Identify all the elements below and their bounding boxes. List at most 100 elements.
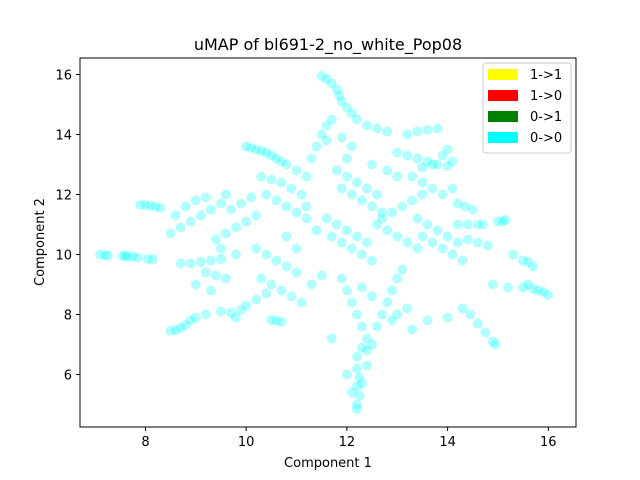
scatter-point bbox=[452, 219, 463, 230]
scatter-point bbox=[286, 183, 297, 194]
y-tick-label: 12 bbox=[55, 189, 72, 204]
scatter-point bbox=[357, 342, 367, 353]
scatter-point bbox=[412, 243, 423, 254]
scatter-point bbox=[236, 198, 247, 209]
scatter-point bbox=[120, 251, 131, 261]
scatter-point bbox=[291, 243, 302, 254]
scatter-point bbox=[417, 162, 428, 173]
scatter-point bbox=[346, 189, 357, 200]
scatter-point bbox=[372, 123, 383, 134]
scatter-point bbox=[442, 144, 453, 155]
scatter-point bbox=[185, 216, 196, 227]
scatter-point bbox=[165, 228, 176, 239]
legend-swatch bbox=[488, 69, 518, 80]
scatter-point bbox=[367, 201, 378, 212]
scatter-point bbox=[352, 381, 362, 392]
scatter-point bbox=[276, 177, 287, 188]
scatter-point bbox=[352, 231, 362, 242]
scatter-point bbox=[276, 317, 287, 327]
scatter-point bbox=[341, 369, 352, 380]
scatter-point bbox=[412, 126, 423, 137]
scatter-point bbox=[251, 210, 262, 221]
scatter-point bbox=[407, 171, 418, 182]
scatter-point bbox=[165, 326, 176, 336]
scatter-point bbox=[180, 201, 191, 212]
scatter-point bbox=[143, 254, 153, 264]
scatter-point bbox=[442, 161, 453, 171]
scatter-point bbox=[175, 258, 186, 269]
scatter-point bbox=[447, 183, 458, 194]
scatter-point bbox=[185, 258, 196, 269]
scatter-point bbox=[362, 333, 372, 344]
x-tick-label: 14 bbox=[439, 435, 456, 450]
legend-frame bbox=[482, 62, 572, 154]
scatter-point bbox=[261, 249, 272, 260]
scatter-point bbox=[205, 285, 216, 296]
scatter-point bbox=[150, 201, 161, 212]
scatter-point bbox=[387, 315, 398, 326]
scatter-point bbox=[367, 159, 378, 170]
scatter-point bbox=[417, 177, 428, 188]
scatter-point bbox=[523, 279, 534, 290]
scatter-point bbox=[246, 143, 257, 153]
scatter-point bbox=[251, 294, 262, 305]
scatter-point bbox=[261, 189, 272, 200]
scatter-point bbox=[261, 147, 272, 158]
scatter-point bbox=[132, 252, 143, 263]
y-tick-label: 6 bbox=[64, 369, 72, 384]
scatter-point bbox=[397, 201, 408, 212]
scatter-point bbox=[402, 237, 413, 248]
scatter-point bbox=[477, 219, 488, 230]
scatter-point bbox=[422, 156, 433, 167]
scatter-point bbox=[326, 333, 337, 344]
scatter-point bbox=[180, 320, 191, 330]
scatter-point bbox=[281, 231, 292, 242]
scatter-point bbox=[457, 303, 468, 314]
scatter-point bbox=[216, 243, 226, 254]
legend-label: 0->1 bbox=[530, 110, 562, 125]
scatter-point bbox=[457, 255, 468, 266]
scatter-point bbox=[281, 201, 292, 212]
scatter-point bbox=[357, 321, 367, 332]
scatter-point bbox=[148, 254, 158, 265]
scatter-point bbox=[472, 219, 483, 230]
scatter-point bbox=[271, 153, 282, 164]
scatter-point bbox=[281, 159, 292, 170]
scatter-point bbox=[480, 327, 491, 338]
scatter-point bbox=[296, 189, 307, 200]
scatter-point bbox=[392, 147, 403, 158]
scatter-point bbox=[377, 207, 388, 218]
scatter-point bbox=[331, 84, 342, 95]
scatter-point bbox=[155, 203, 166, 213]
scatter-point bbox=[367, 339, 378, 350]
scatter-point bbox=[221, 273, 231, 284]
scatter-points bbox=[95, 71, 554, 414]
scatter-point bbox=[354, 372, 365, 383]
scatter-point bbox=[460, 201, 471, 212]
scatter-point bbox=[362, 237, 372, 248]
scatter-point bbox=[306, 153, 317, 164]
scatter-point bbox=[437, 150, 448, 161]
scatter-point bbox=[271, 195, 282, 206]
scatter-point bbox=[211, 234, 221, 245]
scatter-point bbox=[352, 309, 362, 320]
scatter-point bbox=[352, 404, 362, 414]
y-tick-label: 10 bbox=[55, 249, 72, 264]
scatter-point bbox=[357, 282, 367, 293]
scatter-point bbox=[117, 251, 128, 261]
scatter-point bbox=[392, 231, 403, 242]
scatter-point bbox=[321, 120, 332, 131]
scatter-point bbox=[321, 213, 332, 224]
scatter-point bbox=[190, 312, 201, 323]
scatter-point bbox=[291, 267, 302, 278]
scatter-point bbox=[407, 324, 418, 335]
scatter-point bbox=[205, 204, 216, 215]
scatter-point bbox=[387, 207, 398, 218]
scatter-point bbox=[306, 279, 317, 290]
scatter-point bbox=[523, 257, 534, 267]
scatter-point bbox=[336, 183, 347, 194]
scatter-point bbox=[200, 267, 211, 278]
scatter-point bbox=[447, 156, 458, 167]
scatter-point bbox=[316, 129, 327, 140]
